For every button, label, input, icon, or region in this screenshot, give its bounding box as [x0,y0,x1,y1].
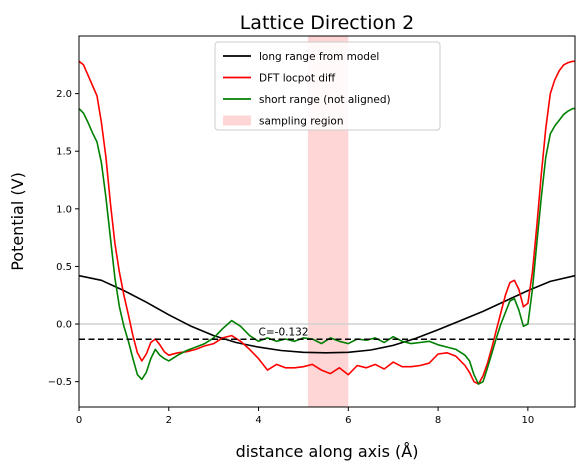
legend-label-sampling: sampling region [259,116,344,128]
constant-label: C=-0.132 [259,326,309,338]
x-tick-label-4: 8 [435,415,441,426]
x-tick-label-3: 6 [345,415,351,426]
x-axis-label: distance along axis (Å) [236,442,419,461]
legend-label-1: DFT locpot diff [259,73,336,85]
legend-label-0: long range from model [259,51,379,63]
legend-swatch-sampling [223,116,251,126]
legend-label-2: short range (not aligned) [259,94,391,106]
y-axis-label: Potential (V) [8,172,27,271]
legend: long range from model DFT locpot diff shor… [215,42,440,130]
x-tick-label-5: 10 [522,415,535,426]
x-tick-label-2: 4 [255,415,261,426]
y-tick-label-2: 0.5 [56,262,72,273]
y-tick-label-5: 2.0 [56,89,72,100]
y-tick-label-0: −0.5 [48,377,72,388]
y-tick-label-4: 1.5 [56,147,72,158]
x-tick-label-1: 2 [166,415,172,426]
chart-title: Lattice Direction 2 [240,12,415,34]
x-tick-label-0: 0 [76,415,82,426]
y-tick-label-1: 0.0 [56,320,72,331]
y-tick-label-3: 1.0 [56,204,72,215]
